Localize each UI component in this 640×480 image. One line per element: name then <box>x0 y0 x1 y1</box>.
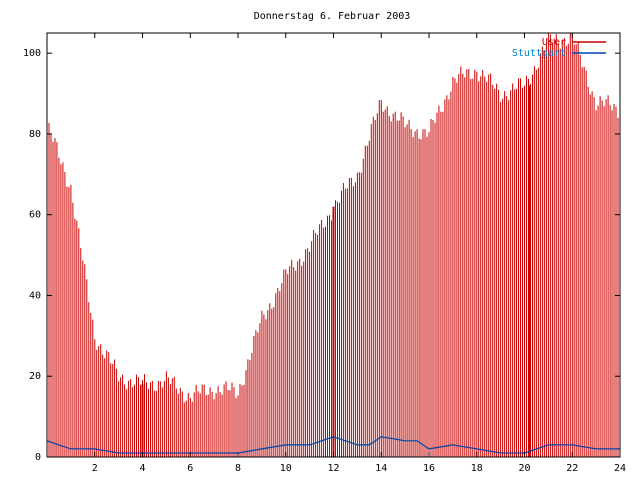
x-tick-label: 18 <box>471 463 483 474</box>
x-tick-label: 10 <box>280 463 292 474</box>
x-tick-label: 24 <box>614 463 626 474</box>
x-tick-label: 12 <box>327 463 339 474</box>
x-tick-label: 16 <box>423 463 435 474</box>
x-tick-label: 4 <box>139 463 145 474</box>
chart-title: Donnerstag 6. Februar 2003 <box>254 11 411 22</box>
y-tick-label: 20 <box>29 371 41 382</box>
legend-label-user: User <box>542 37 566 48</box>
user-series-spikes <box>141 85 531 457</box>
user-series-bars <box>46 33 619 457</box>
legend-label-stuttgart: Stuttgart <box>512 48 566 59</box>
y-tick-label: 100 <box>23 48 41 59</box>
x-tick-label: 8 <box>235 463 241 474</box>
stuttgart-series-line <box>46 436 620 454</box>
y-tick-label: 80 <box>29 129 41 140</box>
y-tick-label: 60 <box>29 210 41 221</box>
x-tick-label: 2 <box>92 463 98 474</box>
x-tick-label: 20 <box>518 463 530 474</box>
x-tick-label: 6 <box>187 463 193 474</box>
legend: User Stuttgart <box>512 37 606 59</box>
y-tick-label: 40 <box>29 290 41 301</box>
y-tick-label: 0 <box>35 452 41 463</box>
x-tick-label: 14 <box>375 463 387 474</box>
x-tick-label: 22 <box>566 463 578 474</box>
